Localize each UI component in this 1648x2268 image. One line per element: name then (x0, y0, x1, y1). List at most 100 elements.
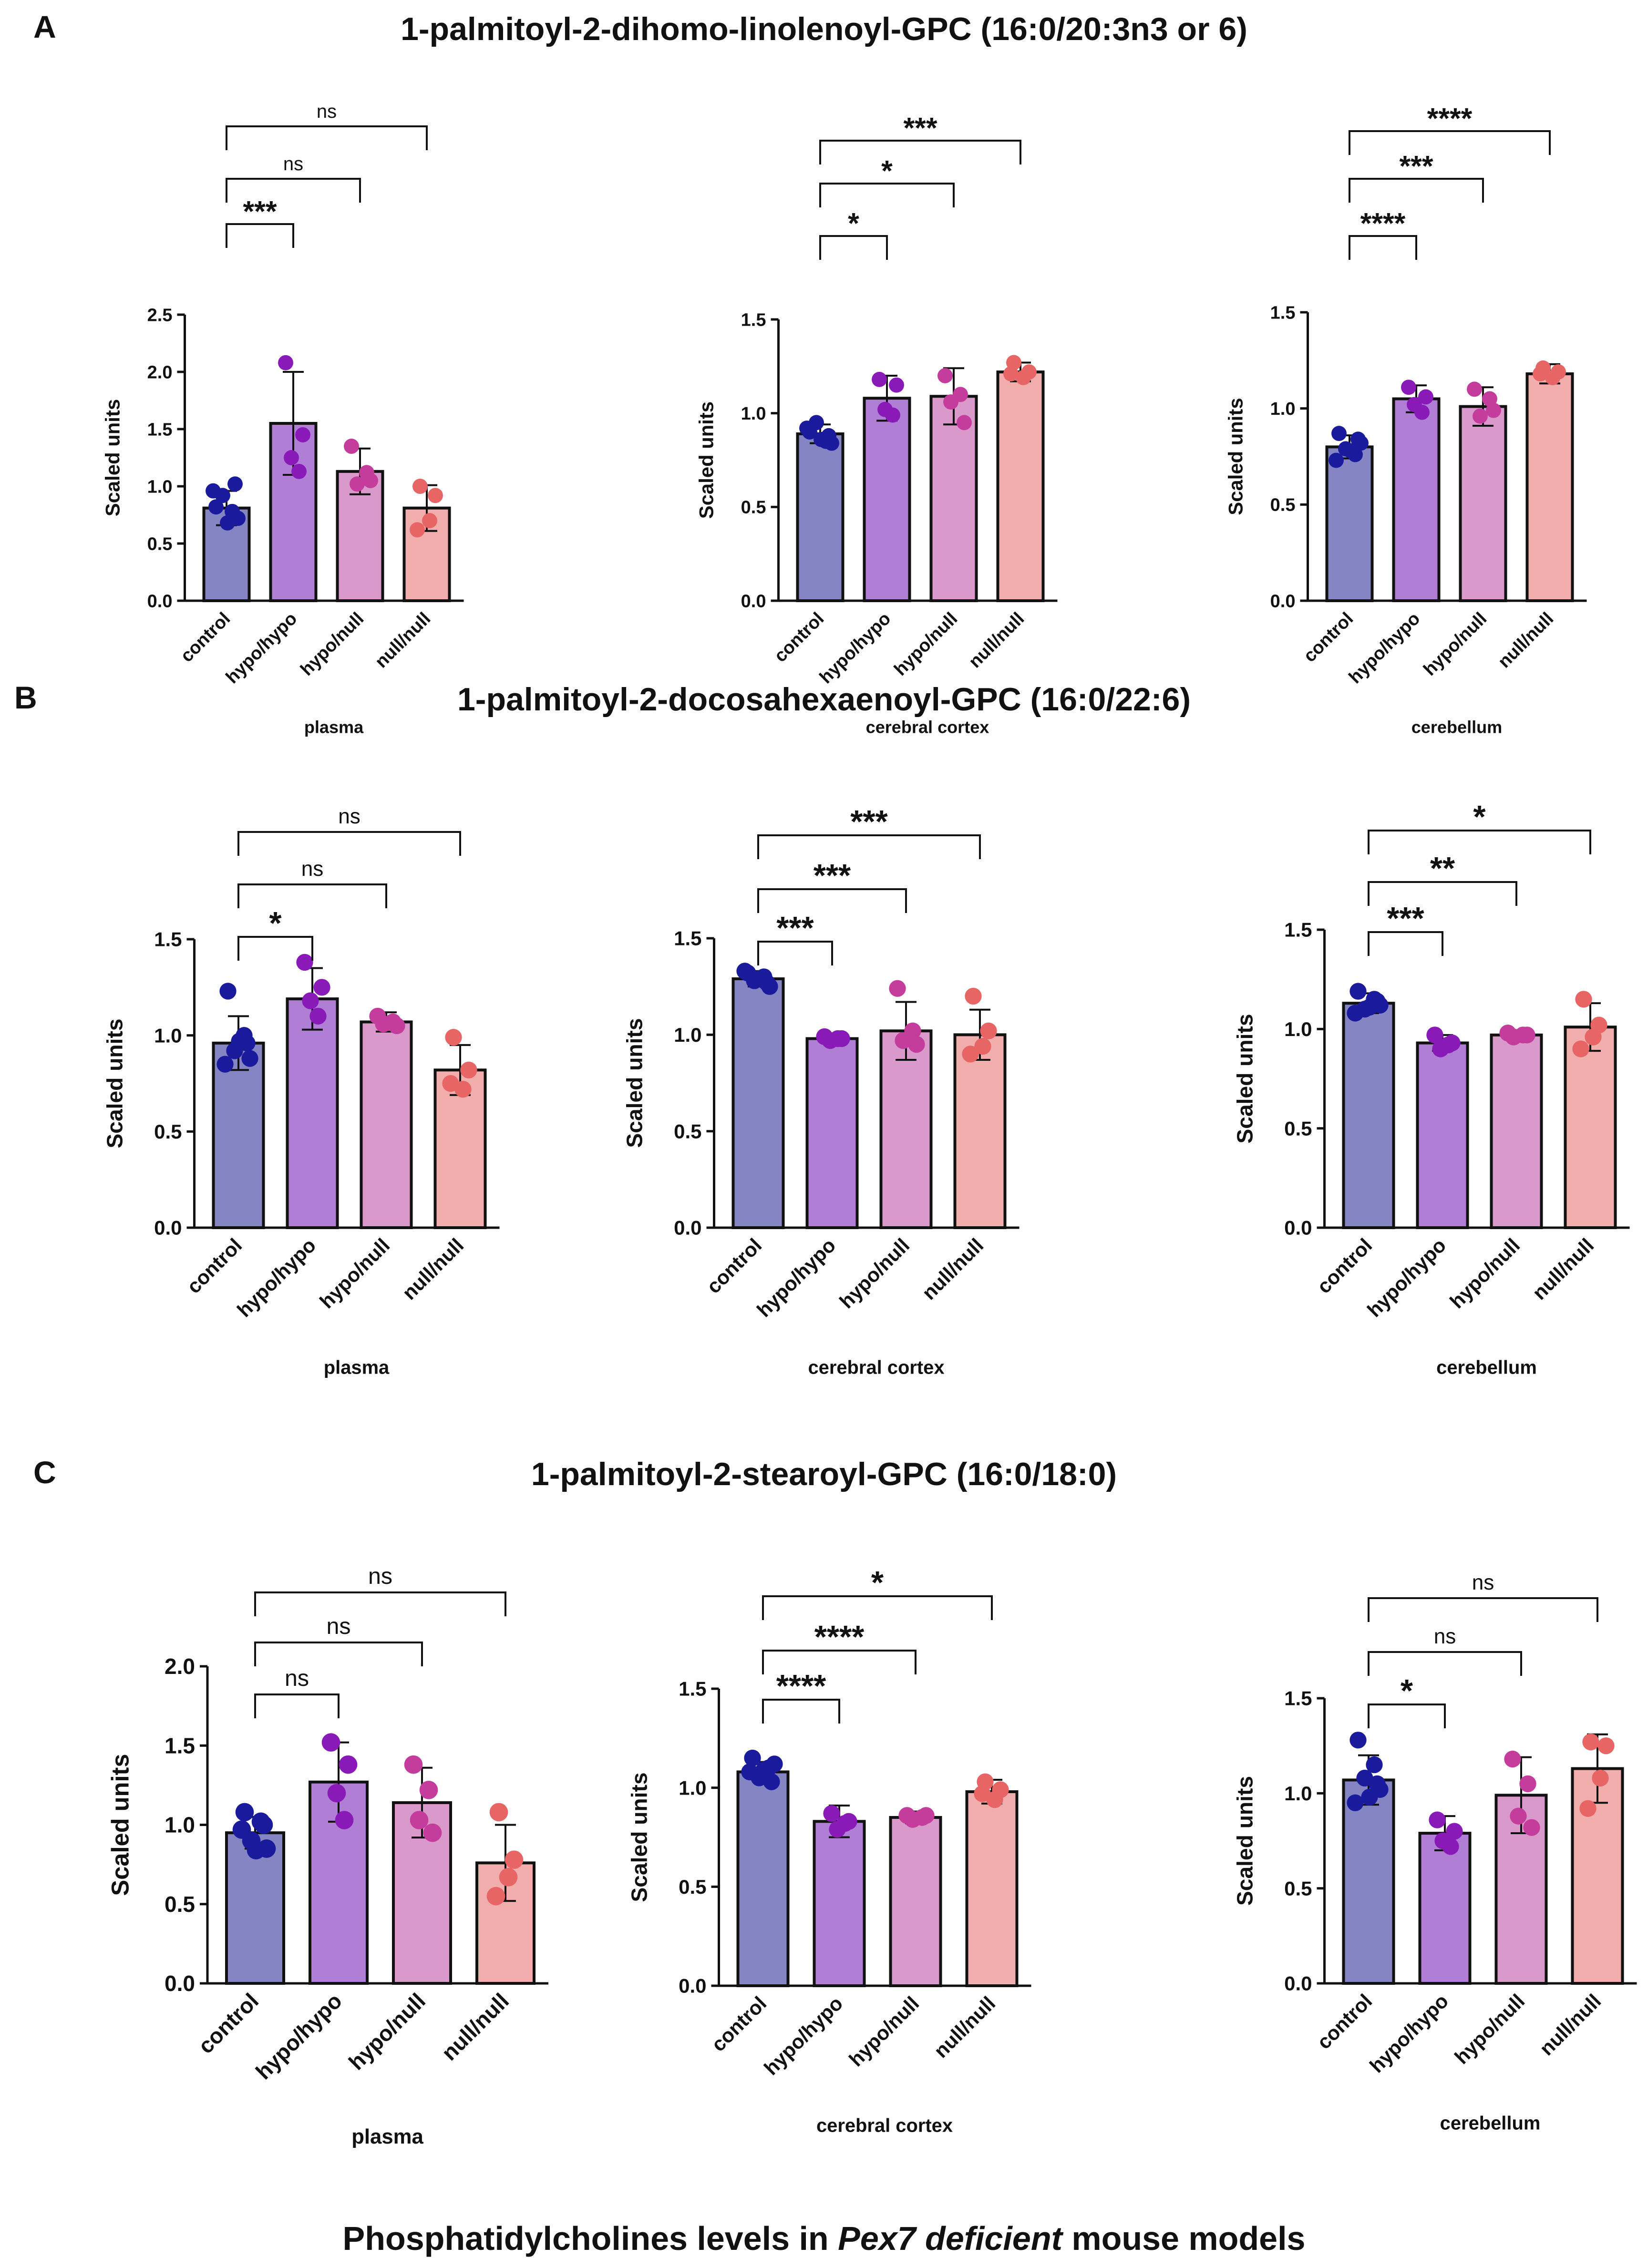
panel-title-a: 1-palmitoyl-2-dihomo-linolenoyl-GPC (16:… (401, 11, 1247, 47)
data-point (1597, 1737, 1615, 1755)
y-axis-label: Scaled units (622, 1018, 647, 1148)
category-label-control: control (193, 1988, 263, 2058)
significance-label: **** (1360, 207, 1406, 239)
data-point (227, 476, 243, 492)
significance-label: * (871, 1565, 884, 1601)
comparison-bracket: *** (1368, 901, 1443, 956)
data-point (917, 1807, 935, 1824)
comparison-bracket: ns (226, 101, 428, 150)
category-label-hypo-null: hypo/null (845, 1992, 923, 2071)
y-tick-label: 0.0 (147, 591, 173, 611)
significance-label: ** (1430, 851, 1455, 886)
bar-hypo-null (1459, 405, 1507, 603)
y-tick-label: 1.0 (741, 404, 766, 424)
bracket-line (237, 883, 387, 908)
y-axis-label: Scaled units (1232, 1776, 1257, 1906)
category-label-hypo-null: hypo/null (890, 609, 961, 680)
chart-c-plasma: 0.0 0.5 1.0 1.5 2.0 Scaled units controlhypo/h… (106, 1563, 548, 2148)
bracket-line (1349, 235, 1417, 260)
chart-b-cerebral-cortex: 0.0 0.5 1.0 1.5 Scaled units controlhypo/hypo… (622, 804, 1020, 1378)
y-axis-label: Scaled units (102, 399, 124, 516)
data-point (895, 1032, 912, 1049)
comparison-bracket: **** (762, 1668, 840, 1724)
y-tick-label: 0.5 (679, 1876, 706, 1898)
y-tick-label: 0.5 (674, 1120, 701, 1142)
y-tick-label: 1.5 (165, 1733, 195, 1758)
y-tick-label: 1.0 (1284, 1782, 1312, 1805)
data-point (1504, 1750, 1521, 1768)
data-point (957, 415, 972, 431)
y-axis-label: Scaled units (106, 1754, 134, 1896)
category-label-control: control (1312, 1234, 1376, 1298)
significance-label: ns (1434, 1625, 1456, 1648)
comparison-bracket: *** (757, 858, 907, 913)
y-tick-label: 0.0 (165, 1971, 195, 1996)
data-point (829, 1030, 846, 1047)
bracket-line (237, 831, 461, 856)
category-label-hypo-hypo: hypo/hypo (233, 1234, 320, 1321)
significance-label: ns (301, 857, 324, 881)
significance-label: **** (776, 1668, 826, 1704)
data-point (206, 483, 221, 499)
category-label-hypo-hypo: hypo/hypo (752, 1234, 840, 1321)
y-tick-label: 1.5 (147, 420, 173, 440)
bar-null-null (1564, 1026, 1617, 1229)
y-axis-label: Scaled units (1232, 1014, 1257, 1143)
data-point (823, 1805, 840, 1822)
caption-suffix: mouse models (1062, 2220, 1306, 2257)
bar-hypo-hypo (805, 1037, 859, 1230)
bar-null-null (996, 370, 1045, 603)
data-point (872, 371, 887, 387)
category-label-null-null: null/null (1535, 1990, 1605, 2060)
y-tick-label: 0.5 (1284, 1117, 1312, 1139)
data-point (410, 522, 425, 538)
y-tick-label: 0.0 (1284, 1972, 1312, 1995)
data-point (423, 1823, 442, 1842)
data-point (1369, 1775, 1386, 1793)
y-tick-label: 0.5 (147, 534, 173, 554)
category-label-hypo-hypo: hypo/hypo (816, 609, 895, 688)
data-point (1329, 452, 1344, 468)
panel-letter-c: C (33, 1455, 56, 1490)
bracket-line (1368, 1597, 1598, 1622)
data-point (445, 1029, 462, 1046)
bracket-line (757, 941, 833, 965)
category-label-null-null: null/null (929, 1992, 999, 2062)
data-point (1446, 1823, 1463, 1840)
x-axis-label: cerebral cortex (866, 717, 989, 737)
category-label-hypo-null: hypo/null (344, 1988, 430, 2074)
significance-label: **** (1427, 102, 1473, 134)
y-tick-label: 0.0 (1270, 591, 1296, 611)
comparison-bracket: ns (1368, 1571, 1598, 1622)
bracket-line (762, 1650, 917, 1674)
data-point (980, 1022, 997, 1039)
bar-hypo-null (360, 1020, 413, 1229)
data-point (1592, 1769, 1609, 1787)
comparison-bracket: * (762, 1565, 993, 1620)
chart-c-cerebral-cortex: 0.0 0.5 1.0 1.5 Scaled units controlhypo/hypo… (627, 1565, 1031, 2136)
x-axis-label: cerebral cortex (816, 2115, 953, 2136)
y-tick-label: 1.5 (674, 927, 701, 950)
y-tick-label: 1.5 (1284, 1687, 1312, 1710)
bar-hypo-null (1490, 1033, 1543, 1229)
data-point (410, 1811, 429, 1829)
data-point (216, 1056, 234, 1073)
bar-hypo-null (889, 1816, 942, 1987)
data-point (943, 394, 958, 410)
x-axis-label: plasma (304, 717, 364, 737)
comparison-bracket: **** (762, 1619, 917, 1674)
bar-null-null (1525, 372, 1574, 602)
significance-label: *** (776, 910, 814, 946)
bar-control (796, 432, 845, 603)
data-point (736, 963, 753, 980)
data-point (254, 1816, 273, 1834)
y-tick-label: 2.5 (147, 305, 173, 325)
comparison-bracket: **** (1349, 102, 1551, 155)
significance-label: ns (368, 1563, 392, 1589)
category-label-control: control (1300, 609, 1358, 667)
bar-hypo-null (879, 1029, 933, 1229)
bracket-line (1349, 130, 1551, 155)
chart-a-cerebral-cortex: 0.0 0.5 1.0 1.5 Scaled units controlhypo/hypo… (695, 112, 1058, 737)
data-point (1349, 1732, 1367, 1749)
significance-label: *** (814, 858, 851, 893)
